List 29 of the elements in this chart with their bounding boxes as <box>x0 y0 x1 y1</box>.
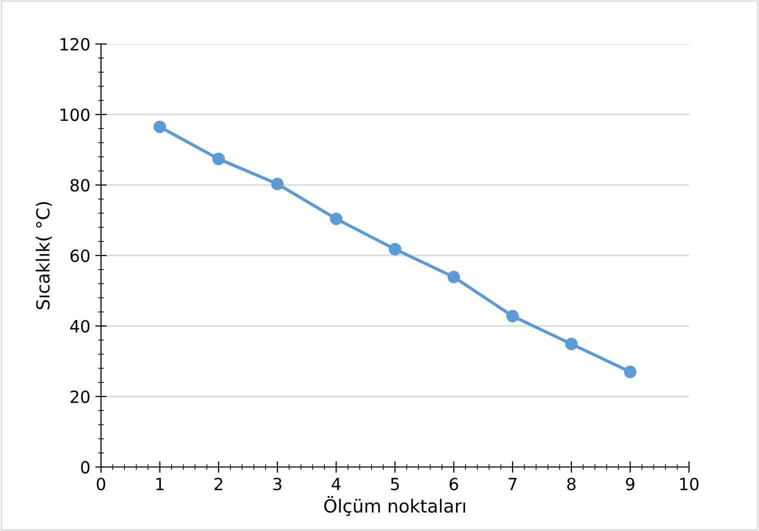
y-tick-label: 40 <box>70 320 90 333</box>
y-tick-label: 120 <box>60 38 90 51</box>
point <box>506 310 519 322</box>
x-tick-label: 7 <box>508 478 516 490</box>
x-tick-label: 0 <box>96 478 106 490</box>
x-tick-label: 6 <box>450 478 458 490</box>
x-tick-label: 4 <box>332 478 341 490</box>
y-tick-label: 100 <box>60 108 90 122</box>
y-tick-label: 0 <box>81 460 90 474</box>
x-tick-label: 5 <box>390 478 399 490</box>
point <box>212 152 225 166</box>
point <box>271 178 284 190</box>
point <box>154 120 166 134</box>
y-tick-label: 20 <box>70 390 90 404</box>
point <box>565 338 578 350</box>
x-tick-label: 3 <box>273 478 282 490</box>
x-axis-title: Ölçüm noktaları <box>324 496 466 516</box>
x-tick-label: 2 <box>214 478 222 490</box>
y-tick-label: 60 <box>70 249 90 262</box>
point <box>624 366 636 378</box>
y-tick-label: 80 <box>70 178 90 192</box>
x-tick-label: 9 <box>626 478 634 490</box>
x-tick-label: 10 <box>680 478 698 490</box>
x-tick-label: 8 <box>567 478 576 490</box>
y-axis-title: Sıcaklık( °C) <box>36 202 52 310</box>
x-tick-label: 1 <box>156 478 164 490</box>
point <box>388 242 402 256</box>
point <box>330 212 342 226</box>
point <box>448 270 460 284</box>
